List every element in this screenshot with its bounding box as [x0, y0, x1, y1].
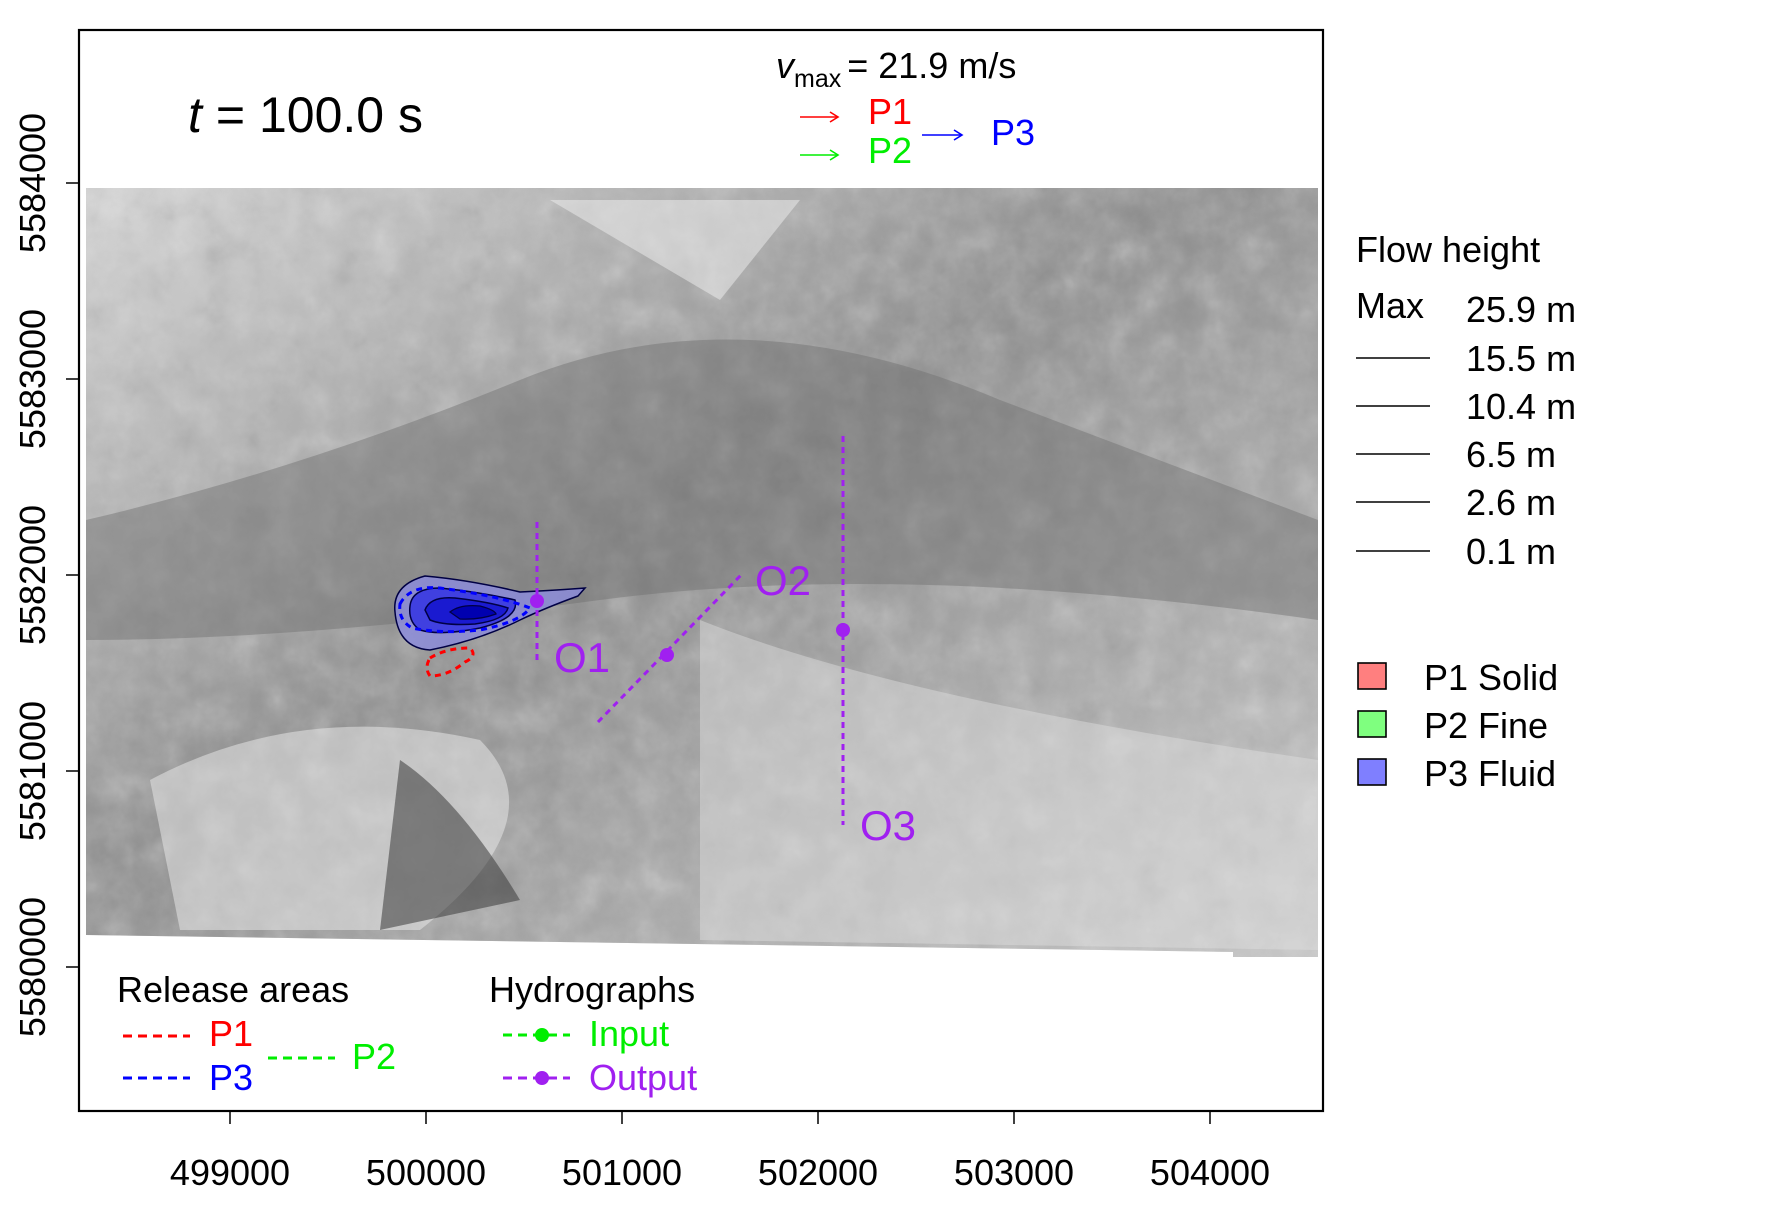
velocity-arrow-p3: P3 — [922, 112, 1035, 153]
svg-text:t= 100.0 s: t = 100.0 s — [188, 87, 423, 143]
hydrographs-legend: Hydrographs Input Output — [489, 969, 697, 1098]
y-tick-label: 5581000 — [12, 701, 53, 841]
phase-swatch-p3 — [1357, 758, 1387, 786]
hydrograph-output-label: Output — [589, 1057, 697, 1098]
velocity-label-p1: P1 — [868, 91, 912, 132]
flow-height-legend: Flow height Max 25.9 m 15.5 m 10.4 m 6.5… — [1356, 229, 1576, 572]
release-label-p1: P1 — [209, 1013, 253, 1054]
flow-height-max-label: Max — [1356, 285, 1424, 326]
y-tick-label: 5580000 — [12, 897, 53, 1037]
x-axis: 499000 500000 501000 502000 503000 50400… — [170, 1110, 1270, 1193]
flow-level-label-2: 10.4 m — [1466, 386, 1576, 427]
release-legend-title: Release areas — [117, 969, 349, 1010]
profile-o1-point — [530, 594, 544, 608]
velocity-label-p3: P3 — [991, 112, 1035, 153]
profile-o2-label: O2 — [755, 557, 811, 604]
velocity-value: = 21.9 m/s — [847, 45, 1016, 86]
velocity-arrow-p2: P2 — [800, 130, 912, 171]
hydrograph-input-dot — [535, 1028, 549, 1042]
flow-level-label-3: 6.5 m — [1466, 434, 1556, 475]
time-label: t = 100.0 s — [188, 87, 423, 143]
release-area-p1 — [425, 646, 475, 678]
flow-level-label-4: 2.6 m — [1466, 482, 1556, 523]
phase-label-p2: P2 Fine — [1424, 705, 1548, 746]
x-tick-label: 500000 — [366, 1152, 486, 1193]
flow-height-title: Flow height — [1356, 229, 1540, 270]
hydrograph-input-label: Input — [589, 1013, 669, 1054]
phase-legend: P1 Solid P2 Fine P3 Fluid — [1357, 657, 1558, 794]
release-areas-legend: Release areas P1 P2 P3 — [117, 969, 396, 1098]
x-tick-label: 502000 — [758, 1152, 878, 1193]
x-tick-label: 499000 — [170, 1152, 290, 1193]
profile-o2-line — [596, 572, 744, 724]
flow-height-max-value: 25.9 m — [1466, 289, 1576, 330]
flow-level-label-5: 0.1 m — [1466, 531, 1556, 572]
hydrograph-legend-title: Hydrographs — [489, 969, 695, 1010]
time-symbol: t — [188, 87, 204, 143]
hydrograph-profiles: O1 O2 O3 — [530, 436, 916, 849]
hydrograph-output-dot — [535, 1071, 549, 1085]
profile-o1-label: O1 — [554, 634, 610, 681]
phase-swatch-p1 — [1357, 662, 1387, 690]
velocity-subscript: max — [794, 65, 842, 93]
svg-text:vmax= 21.9 m/s: vmax = 21.9 m/s — [776, 45, 1016, 93]
time-value: = 100.0 s — [216, 87, 423, 143]
y-tick-label: 5583000 — [12, 309, 53, 449]
phase-label-p3: P3 Fluid — [1424, 753, 1556, 794]
y-tick-label: 5584000 — [12, 113, 53, 253]
velocity-legend: vmax = 21.9 m/s P1 P2 P3 — [776, 45, 1035, 171]
velocity-label-p2: P2 — [868, 130, 912, 171]
release-area-p3 — [398, 586, 533, 634]
x-tick-label: 501000 — [562, 1152, 682, 1193]
y-tick-label: 5582000 — [12, 505, 53, 645]
x-tick-label: 504000 — [1150, 1152, 1270, 1193]
release-label-p3: P3 — [209, 1057, 253, 1098]
x-tick-label: 503000 — [954, 1152, 1074, 1193]
hillshade-relief — [86, 188, 1318, 957]
velocity-symbol: v — [776, 45, 796, 86]
phase-swatch-p2 — [1357, 710, 1387, 738]
velocity-arrow-p1: P1 — [800, 91, 912, 132]
flow-level-label-1: 15.5 m — [1466, 338, 1576, 379]
profile-o3-label: O3 — [860, 802, 916, 849]
phase-label-p1: P1 Solid — [1424, 657, 1558, 698]
release-label-p2: P2 — [352, 1036, 396, 1077]
profile-o2-point — [660, 648, 674, 662]
profile-o3-point — [836, 623, 850, 637]
flow-contour-4 — [448, 604, 497, 620]
y-axis: 5580000 5581000 5582000 5583000 5584000 — [12, 113, 80, 1037]
